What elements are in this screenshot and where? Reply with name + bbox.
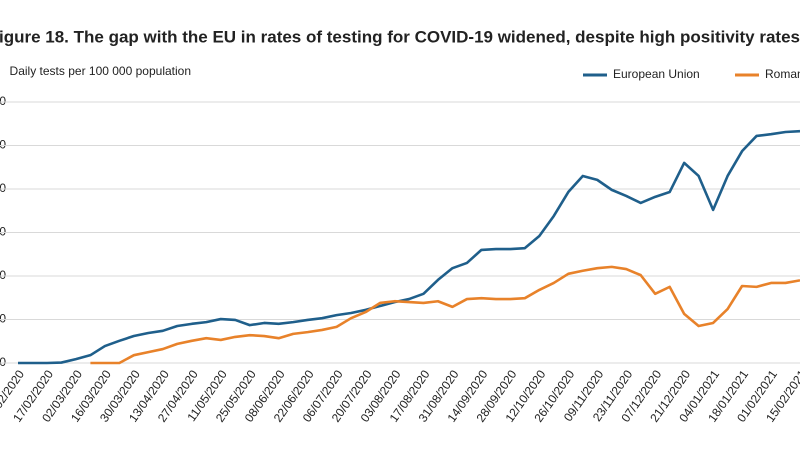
y-tick-label: 0: [0, 355, 6, 369]
y-tick-label: 400: [0, 181, 6, 195]
series-line: [18, 129, 800, 365]
legend-label: Romania: [765, 67, 800, 81]
y-axis-label: Daily tests per 100 000 population: [10, 64, 191, 78]
y-tick-label: 500: [0, 138, 6, 152]
chart-title: Figure 18. The gap with the EU in rates …: [0, 27, 800, 46]
y-tick-label: 600: [0, 94, 6, 108]
legend-label: European Union: [613, 67, 700, 81]
y-tick-label: 300: [0, 225, 6, 239]
series-line: [90, 265, 800, 365]
y-tick-label: 200: [0, 268, 6, 282]
y-tick-label: 100: [0, 312, 6, 326]
